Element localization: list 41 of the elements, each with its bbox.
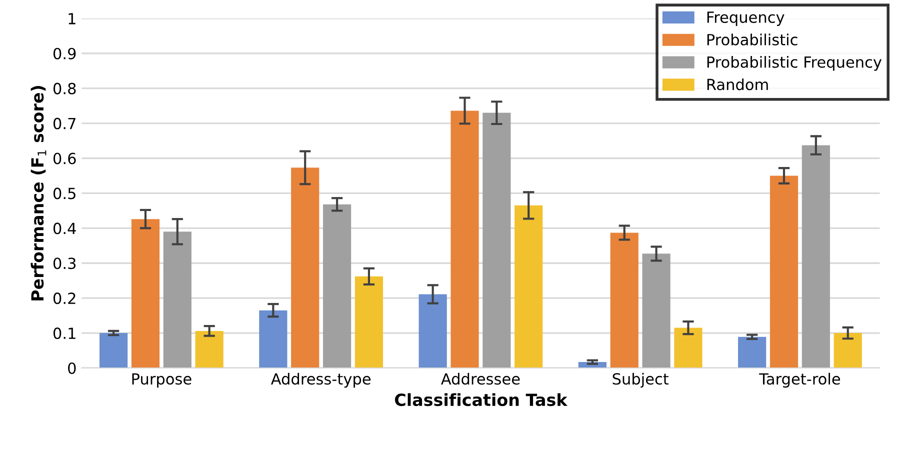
y-tick-label: 0 (68, 362, 76, 374)
y-tick-label: 0.1 (53, 328, 76, 340)
bar (738, 336, 766, 368)
y-tick-label: 0.8 (53, 82, 76, 94)
legend-label: Probabilistic Frequency (707, 56, 882, 71)
bar (163, 232, 192, 368)
y-tick-label: 0.3 (53, 258, 76, 270)
y-axis-title: Performance (F$_{1}$ score) (30, 86, 46, 300)
y-tick-label: 0.2 (53, 292, 76, 304)
bar (610, 232, 638, 368)
y-tick-label: 0.7 (53, 118, 76, 130)
legend-label: Random (707, 78, 768, 90)
bar (100, 333, 128, 368)
bar (482, 112, 511, 368)
x-tick-label: Purpose (132, 373, 192, 388)
bar (291, 168, 320, 368)
y-tick-label: 0.5 (53, 188, 76, 200)
bar (674, 328, 702, 368)
bar (322, 204, 352, 368)
x-tick-label: Subject (612, 372, 669, 388)
y-tick-label: 0.4 (53, 222, 76, 234)
x-tick-label: Target-role (759, 372, 840, 388)
bar (131, 219, 160, 368)
bar (802, 145, 830, 368)
legend-label: Probabilistic (707, 34, 798, 46)
x-axis-title: Classification Task (394, 393, 568, 406)
bar (354, 276, 384, 368)
y-tick-label: 0.6 (53, 152, 76, 164)
y-tick-label: 0.9 (53, 48, 76, 60)
legend-label: Frequency (707, 12, 784, 26)
x-tick-label: Address-type (270, 372, 371, 388)
bar (259, 310, 288, 368)
bar (514, 205, 543, 368)
x-tick-label: Addressee (441, 372, 520, 385)
bar (834, 333, 862, 368)
bar (418, 294, 447, 368)
bar (195, 330, 224, 368)
y-tick-label: 1 (68, 13, 76, 24)
bar (770, 176, 798, 368)
bar (642, 254, 670, 368)
bar (450, 110, 479, 368)
